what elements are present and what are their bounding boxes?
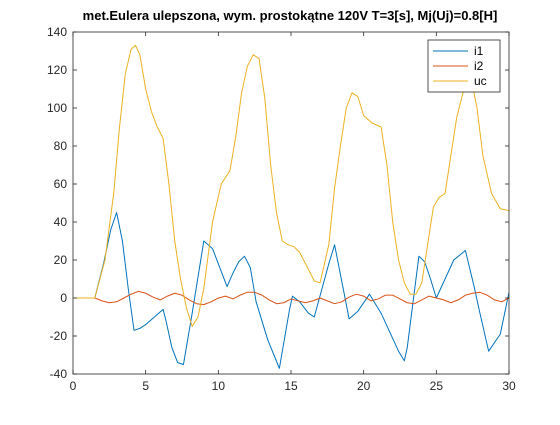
- y-tick-label: 40: [54, 215, 68, 229]
- x-tick-label: 20: [357, 379, 371, 393]
- series-line-i2: [73, 290, 509, 306]
- y-tick-label: 60: [54, 177, 68, 191]
- y-tick-label: -20: [50, 329, 68, 343]
- y-tick-label: 100: [47, 101, 67, 115]
- x-tick-label: 10: [212, 379, 226, 393]
- y-tick-label: 20: [54, 253, 68, 267]
- y-tick-label: 0: [60, 291, 67, 305]
- x-tick-label: 15: [284, 379, 298, 393]
- series-line-uc: [73, 44, 509, 327]
- y-tick-label: 140: [47, 25, 67, 39]
- legend-label-uc: uc: [474, 74, 487, 88]
- x-tick-label: 30: [502, 379, 516, 393]
- chart-title: met.Eulera ulepszona, wym. prostokątne 1…: [83, 8, 498, 23]
- y-tick-label: 80: [54, 139, 68, 153]
- series-line-i1: [73, 212, 509, 369]
- x-tick-label: 5: [142, 379, 149, 393]
- legend-label-i2: i2: [474, 59, 484, 73]
- y-tick-label: 120: [47, 63, 67, 77]
- legend-label-i1: i1: [474, 44, 484, 58]
- x-tick-label: 0: [70, 379, 77, 393]
- y-tick-label: -40: [50, 367, 68, 381]
- x-tick-label: 25: [430, 379, 444, 393]
- axes-layer: 0 5 10 15 20 25 30 -40 -20 0 20 40 60 80 100 120 140: [47, 25, 516, 393]
- series-layer: [73, 44, 509, 369]
